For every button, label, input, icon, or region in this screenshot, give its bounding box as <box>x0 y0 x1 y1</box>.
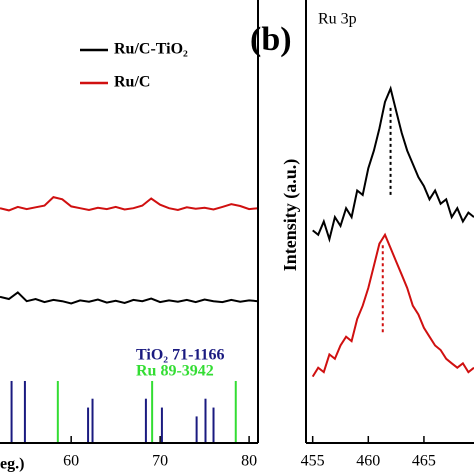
series-line <box>311 232 474 378</box>
plot-area <box>0 195 258 443</box>
x-tick-label: 455 <box>301 453 325 470</box>
series-line <box>312 85 474 243</box>
x-axis-label: eg.) <box>0 456 24 473</box>
panel-title: Ru 3p <box>318 11 357 28</box>
series-line <box>0 195 258 212</box>
x-tick-label: 70 <box>152 453 168 470</box>
panel-label: (b) <box>250 21 292 58</box>
y-axis-label: Intensity (a.u.) <box>280 159 301 272</box>
x-tick-label: 80 <box>241 453 257 470</box>
plot-area <box>311 85 474 378</box>
x-tick-label: 460 <box>356 453 380 470</box>
legend-label: Ru/C-TiO₂ <box>114 41 188 58</box>
reference-label: Ru 89-3942 <box>136 363 214 380</box>
x-tick-label: 465 <box>412 453 436 470</box>
series-line <box>0 291 258 305</box>
reference-label: TiO₂ 71-1166 <box>136 347 225 364</box>
x-tick-label: 60 <box>63 453 79 470</box>
legend-label: Ru/C <box>114 74 150 91</box>
